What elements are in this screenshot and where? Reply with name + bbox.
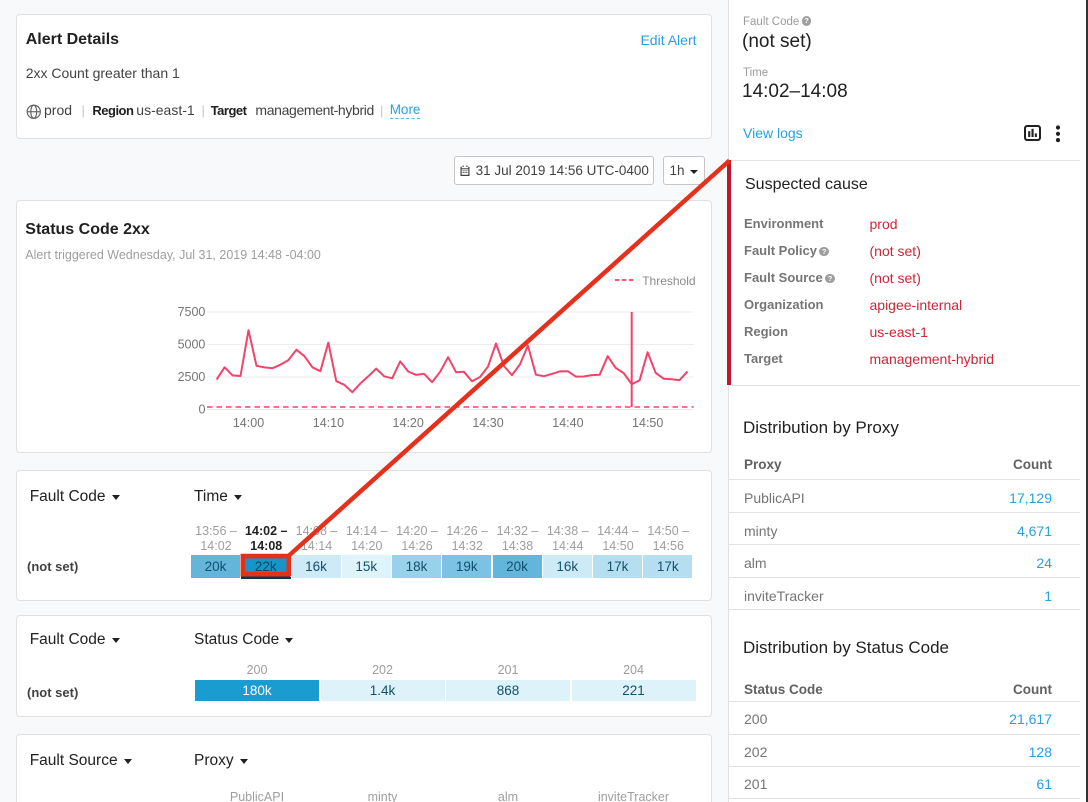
svg-text:5000: 5000 bbox=[178, 338, 206, 352]
svg-text:0: 0 bbox=[198, 403, 205, 417]
svg-text:14:40: 14:40 bbox=[552, 416, 583, 430]
svg-text:14:10: 14:10 bbox=[313, 416, 344, 430]
svg-text:14:20: 14:20 bbox=[393, 416, 424, 430]
svg-text:14:30: 14:30 bbox=[472, 416, 503, 430]
svg-text:7500: 7500 bbox=[178, 305, 206, 319]
svg-text:14:00: 14:00 bbox=[233, 416, 264, 430]
svg-text:Threshold: Threshold bbox=[642, 274, 695, 288]
svg-text:14:50: 14:50 bbox=[632, 416, 663, 430]
svg-text:2500: 2500 bbox=[178, 370, 206, 384]
